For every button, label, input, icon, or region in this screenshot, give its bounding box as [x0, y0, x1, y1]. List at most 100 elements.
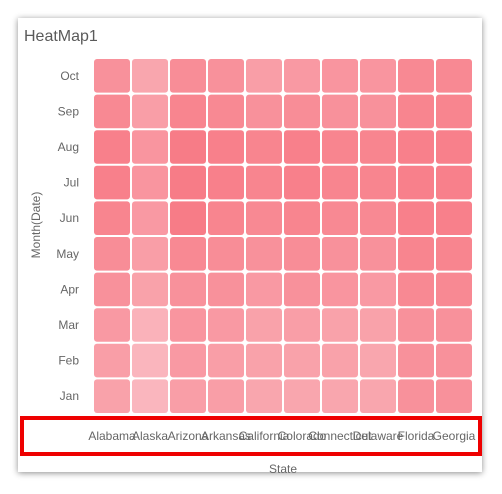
heatmap-cell-oct-california[interactable]	[246, 59, 282, 93]
heatmap-cell-aug-alaska[interactable]	[132, 130, 168, 164]
heatmap-cell-may-florida[interactable]	[398, 237, 434, 271]
heatmap-cell-jan-colorado[interactable]	[284, 379, 320, 413]
heatmap-cell-feb-arizona[interactable]	[170, 343, 206, 378]
heatmap-cell-jun-georgia[interactable]	[436, 201, 472, 235]
heatmap-cell-aug-alabama[interactable]	[94, 130, 130, 164]
heatmap-cell-aug-arizona[interactable]	[170, 130, 206, 164]
heatmap-cell-apr-delaware[interactable]	[360, 272, 396, 307]
heatmap-cell-mar-florida[interactable]	[398, 308, 434, 342]
heatmap-cell-sep-arkansas[interactable]	[208, 94, 244, 129]
heatmap-cell-jul-alaska[interactable]	[132, 165, 168, 200]
heatmap-cell-apr-alaska[interactable]	[132, 272, 168, 307]
heatmap-cell-jul-delaware[interactable]	[360, 165, 396, 200]
heatmap-cell-sep-connecticut[interactable]	[322, 94, 358, 129]
heatmap-cell-aug-georgia[interactable]	[436, 130, 472, 164]
heatmap-cell-mar-georgia[interactable]	[436, 308, 472, 342]
heatmap-cell-may-georgia[interactable]	[436, 237, 472, 271]
heatmap-cell-oct-connecticut[interactable]	[322, 59, 358, 93]
heatmap-cell-jun-colorado[interactable]	[284, 201, 320, 235]
heatmap-cell-apr-california[interactable]	[246, 272, 282, 307]
heatmap-cell-may-arkansas[interactable]	[208, 237, 244, 271]
heatmap-cell-apr-georgia[interactable]	[436, 272, 472, 307]
heatmap-cell-may-alabama[interactable]	[94, 237, 130, 271]
heatmap-cell-mar-alaska[interactable]	[132, 308, 168, 342]
heatmap-cell-feb-georgia[interactable]	[436, 343, 472, 378]
heatmap-cell-mar-colorado[interactable]	[284, 308, 320, 342]
heatmap-cell-oct-arizona[interactable]	[170, 59, 206, 93]
heatmap-cell-apr-florida[interactable]	[398, 272, 434, 307]
heatmap-cell-sep-delaware[interactable]	[360, 94, 396, 129]
heatmap-cell-jul-california[interactable]	[246, 165, 282, 200]
heatmap-cell-aug-arkansas[interactable]	[208, 130, 244, 164]
heatmap-cell-may-delaware[interactable]	[360, 237, 396, 271]
heatmap-cell-oct-georgia[interactable]	[436, 59, 472, 93]
heatmap-cell-jun-california[interactable]	[246, 201, 282, 235]
heatmap-cell-sep-colorado[interactable]	[284, 94, 320, 129]
heatmap-cell-jan-arkansas[interactable]	[208, 379, 244, 413]
heatmap-cell-mar-arizona[interactable]	[170, 308, 206, 342]
heatmap-cell-oct-delaware[interactable]	[360, 59, 396, 93]
heatmap-cell-sep-california[interactable]	[246, 94, 282, 129]
heatmap-cell-apr-arkansas[interactable]	[208, 272, 244, 307]
heatmap-cell-apr-arizona[interactable]	[170, 272, 206, 307]
heatmap-cell-jul-georgia[interactable]	[436, 165, 472, 200]
heatmap-cell-feb-arkansas[interactable]	[208, 343, 244, 378]
heatmap-cell-mar-california[interactable]	[246, 308, 282, 342]
heatmap-cell-may-california[interactable]	[246, 237, 282, 271]
heatmap-cell-jan-alabama[interactable]	[94, 379, 130, 413]
heatmap-cell-jul-colorado[interactable]	[284, 165, 320, 200]
heatmap-cell-sep-alaska[interactable]	[132, 94, 168, 129]
heatmap-cell-jan-california[interactable]	[246, 379, 282, 413]
heatmap-cell-may-colorado[interactable]	[284, 237, 320, 271]
heatmap-cell-jul-alabama[interactable]	[94, 165, 130, 200]
heatmap-cell-mar-arkansas[interactable]	[208, 308, 244, 342]
heatmap-cell-jun-connecticut[interactable]	[322, 201, 358, 235]
heatmap-cell-oct-alaska[interactable]	[132, 59, 168, 93]
heatmap-cell-aug-california[interactable]	[246, 130, 282, 164]
heatmap-cell-jun-alaska[interactable]	[132, 201, 168, 235]
heatmap-cell-jun-delaware[interactable]	[360, 201, 396, 235]
heatmap-cell-may-connecticut[interactable]	[322, 237, 358, 271]
heatmap-cell-jan-delaware[interactable]	[360, 379, 396, 413]
heatmap-cell-aug-florida[interactable]	[398, 130, 434, 164]
heatmap-cell-jan-arizona[interactable]	[170, 379, 206, 413]
heatmap-cell-aug-colorado[interactable]	[284, 130, 320, 164]
heatmap-cell-jan-florida[interactable]	[398, 379, 434, 413]
heatmap-cell-feb-alaska[interactable]	[132, 343, 168, 378]
heatmap-cell-jun-arkansas[interactable]	[208, 201, 244, 235]
heatmap-cell-oct-florida[interactable]	[398, 59, 434, 93]
heatmap-cell-jan-georgia[interactable]	[436, 379, 472, 413]
heatmap-cell-jan-alaska[interactable]	[132, 379, 168, 413]
heatmap-cell-aug-connecticut[interactable]	[322, 130, 358, 164]
heatmap-cell-jul-arkansas[interactable]	[208, 165, 244, 200]
heatmap-cell-feb-california[interactable]	[246, 343, 282, 378]
heatmap-cell-aug-delaware[interactable]	[360, 130, 396, 164]
heatmap-cell-oct-colorado[interactable]	[284, 59, 320, 93]
heatmap-cell-feb-delaware[interactable]	[360, 343, 396, 378]
heatmap-cell-jan-connecticut[interactable]	[322, 379, 358, 413]
heatmap-cell-apr-colorado[interactable]	[284, 272, 320, 307]
heatmap-cell-sep-georgia[interactable]	[436, 94, 472, 129]
heatmap-cell-jun-arizona[interactable]	[170, 201, 206, 235]
heatmap-cell-mar-alabama[interactable]	[94, 308, 130, 342]
heatmap-cell-may-arizona[interactable]	[170, 237, 206, 271]
heatmap-cell-jun-alabama[interactable]	[94, 201, 130, 235]
heatmap-cell-sep-alabama[interactable]	[94, 94, 130, 129]
heatmap-cell-jun-florida[interactable]	[398, 201, 434, 235]
heatmap-cell-oct-arkansas[interactable]	[208, 59, 244, 93]
heatmap-cell-jul-florida[interactable]	[398, 165, 434, 200]
heatmap-cell-apr-alabama[interactable]	[94, 272, 130, 307]
heatmap-cell-feb-connecticut[interactable]	[322, 343, 358, 378]
heatmap-cell-jul-connecticut[interactable]	[322, 165, 358, 200]
heatmap-cell-feb-alabama[interactable]	[94, 343, 130, 378]
heatmap-cell-feb-colorado[interactable]	[284, 343, 320, 378]
heatmap-cell-mar-delaware[interactable]	[360, 308, 396, 342]
heatmap-cell-may-alaska[interactable]	[132, 237, 168, 271]
heatmap-cell-jul-arizona[interactable]	[170, 165, 206, 200]
heatmap-cell-mar-connecticut[interactable]	[322, 308, 358, 342]
heatmap-cell-apr-connecticut[interactable]	[322, 272, 358, 307]
heatmap-cell-sep-arizona[interactable]	[170, 94, 206, 129]
heatmap-cell-sep-florida[interactable]	[398, 94, 434, 129]
heatmap-cell-oct-alabama[interactable]	[94, 59, 130, 93]
heatmap-cell-feb-florida[interactable]	[398, 343, 434, 378]
